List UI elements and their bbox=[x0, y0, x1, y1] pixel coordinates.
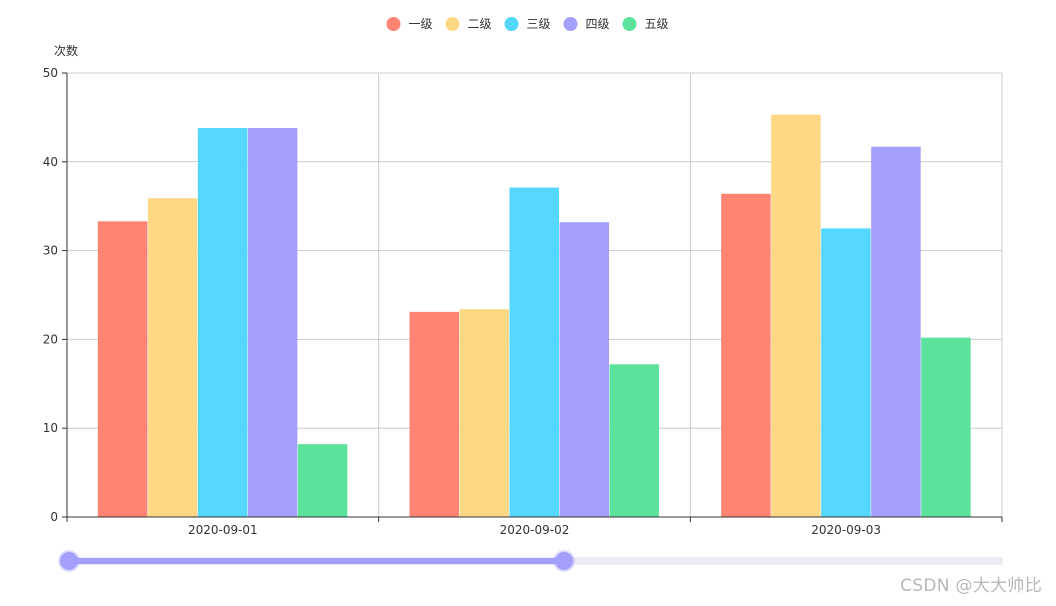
y-tick-label: 40 bbox=[43, 155, 58, 169]
x-tick-label: 2020-09-02 bbox=[500, 523, 570, 537]
bar-3-2[interactable] bbox=[509, 187, 560, 517]
bar-3-3[interactable] bbox=[821, 228, 871, 517]
slider-end-handle[interactable] bbox=[555, 552, 574, 570]
legend-label: 一级 bbox=[409, 17, 433, 31]
slider-start-handle[interactable] bbox=[60, 552, 78, 570]
legend-label: 五级 bbox=[645, 17, 669, 31]
slider-selected-range[interactable] bbox=[69, 558, 565, 564]
y-tick-label: 20 bbox=[43, 332, 58, 346]
legend-swatch bbox=[563, 17, 578, 31]
legend-item-3[interactable]: 三级 bbox=[504, 17, 551, 31]
bar-5-2[interactable] bbox=[609, 364, 660, 517]
bars-layer bbox=[97, 114, 971, 518]
legend-label: 三级 bbox=[527, 17, 551, 31]
y-tick-label: 50 bbox=[43, 66, 58, 80]
legend-item-5[interactable]: 五级 bbox=[622, 17, 669, 31]
y-tick-label: 30 bbox=[43, 244, 58, 258]
bar-4-3[interactable] bbox=[871, 146, 921, 518]
legend-swatch bbox=[504, 17, 519, 31]
legend-label: 四级 bbox=[586, 17, 610, 31]
y-tick-label: 0 bbox=[50, 510, 58, 524]
bar-4-1[interactable] bbox=[247, 128, 298, 517]
legend-swatch bbox=[386, 17, 401, 31]
y-axis-label: 次数 bbox=[54, 43, 78, 58]
bar-2-3[interactable] bbox=[771, 114, 821, 518]
bar-4-2[interactable] bbox=[559, 222, 610, 517]
legend-item-2[interactable]: 二级 bbox=[445, 17, 492, 31]
x-tick-label: 2020-09-01 bbox=[188, 523, 258, 537]
legend-swatch bbox=[622, 17, 637, 31]
bar-2-2[interactable] bbox=[459, 309, 510, 517]
bar-5-3[interactable] bbox=[921, 337, 971, 517]
bar-1-1[interactable] bbox=[97, 221, 148, 517]
axis-layer: 0 10 20 30 40 50 2020-09-01 2020-09-02 2020-09-0… bbox=[43, 66, 1003, 537]
bar-1-2[interactable] bbox=[409, 311, 460, 517]
bar-3-1[interactable] bbox=[197, 128, 248, 517]
legend[interactable]: 一级 二级 三级 四级 五级 bbox=[386, 17, 669, 31]
x-tick-label: 2020-09-03 bbox=[811, 523, 881, 537]
legend-item-1[interactable]: 一级 bbox=[386, 17, 433, 31]
zoom-slider[interactable] bbox=[58, 550, 1003, 572]
bar-1-3[interactable] bbox=[721, 193, 771, 517]
y-tick-label: 10 bbox=[43, 421, 58, 435]
watermark: CSDN @大大帅比 bbox=[900, 576, 1042, 596]
legend-label: 二级 bbox=[468, 17, 492, 31]
legend-swatch bbox=[445, 17, 460, 31]
bar-2-1[interactable] bbox=[147, 198, 198, 517]
bar-5-1[interactable] bbox=[297, 444, 348, 517]
legend-item-4[interactable]: 四级 bbox=[563, 17, 610, 31]
